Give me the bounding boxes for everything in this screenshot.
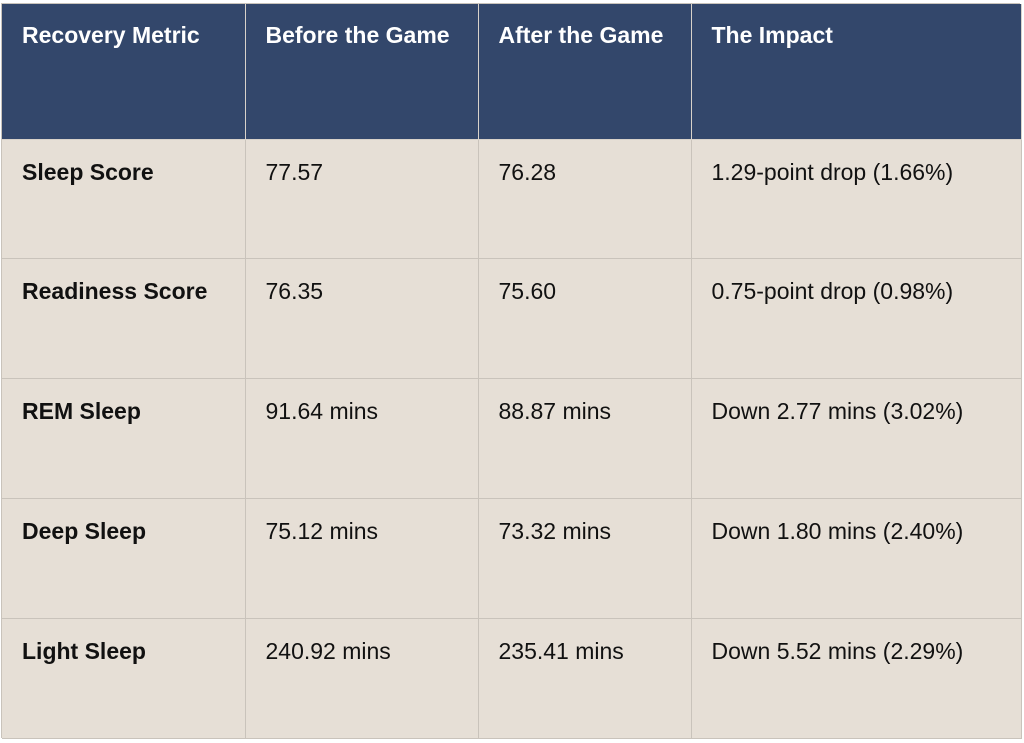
after-cell: 235.41 mins	[478, 618, 692, 739]
metric-cell: Light Sleep	[2, 618, 246, 739]
table-header: Recovery Metric Before the Game After th…	[2, 4, 1022, 140]
after-cell: 76.28	[478, 139, 692, 260]
before-cell: 91.64 mins	[245, 378, 479, 500]
metric-cell: Sleep Score	[2, 139, 246, 260]
after-cell: 73.32 mins	[478, 498, 692, 620]
impact-cell: 0.75-point drop (0.98%)	[691, 258, 1022, 380]
header-row: Recovery Metric Before the Game After th…	[2, 4, 1022, 140]
before-cell: 76.35	[245, 258, 479, 380]
table-row: Readiness Score 76.35 75.60 0.75-point d…	[2, 258, 1022, 380]
recovery-metrics-table-container: Recovery Metric Before the Game After th…	[1, 3, 1022, 739]
impact-cell: Down 2.77 mins (3.02%)	[691, 378, 1022, 500]
after-cell: 75.60	[478, 258, 692, 380]
metric-cell: REM Sleep	[2, 378, 246, 500]
table-row: REM Sleep 91.64 mins 88.87 mins Down 2.7…	[2, 378, 1022, 500]
header-before-the-game: Before the Game	[245, 4, 479, 140]
table-row: Light Sleep 240.92 mins 235.41 mins Down…	[2, 618, 1022, 739]
before-cell: 240.92 mins	[245, 618, 479, 739]
header-the-impact: The Impact	[691, 4, 1022, 140]
header-recovery-metric: Recovery Metric	[2, 4, 246, 140]
table-body: Sleep Score 77.57 76.28 1.29-point drop …	[2, 139, 1022, 739]
after-cell: 88.87 mins	[478, 378, 692, 500]
table-row: Deep Sleep 75.12 mins 73.32 mins Down 1.…	[2, 498, 1022, 620]
metric-cell: Readiness Score	[2, 258, 246, 380]
before-cell: 77.57	[245, 139, 479, 260]
recovery-metrics-table: Recovery Metric Before the Game After th…	[2, 4, 1022, 739]
metric-cell: Deep Sleep	[2, 498, 246, 620]
header-after-the-game: After the Game	[478, 4, 692, 140]
impact-cell: Down 5.52 mins (2.29%)	[691, 618, 1022, 739]
table-row: Sleep Score 77.57 76.28 1.29-point drop …	[2, 139, 1022, 260]
impact-cell: Down 1.80 mins (2.40%)	[691, 498, 1022, 620]
impact-cell: 1.29-point drop (1.66%)	[691, 139, 1022, 260]
before-cell: 75.12 mins	[245, 498, 479, 620]
